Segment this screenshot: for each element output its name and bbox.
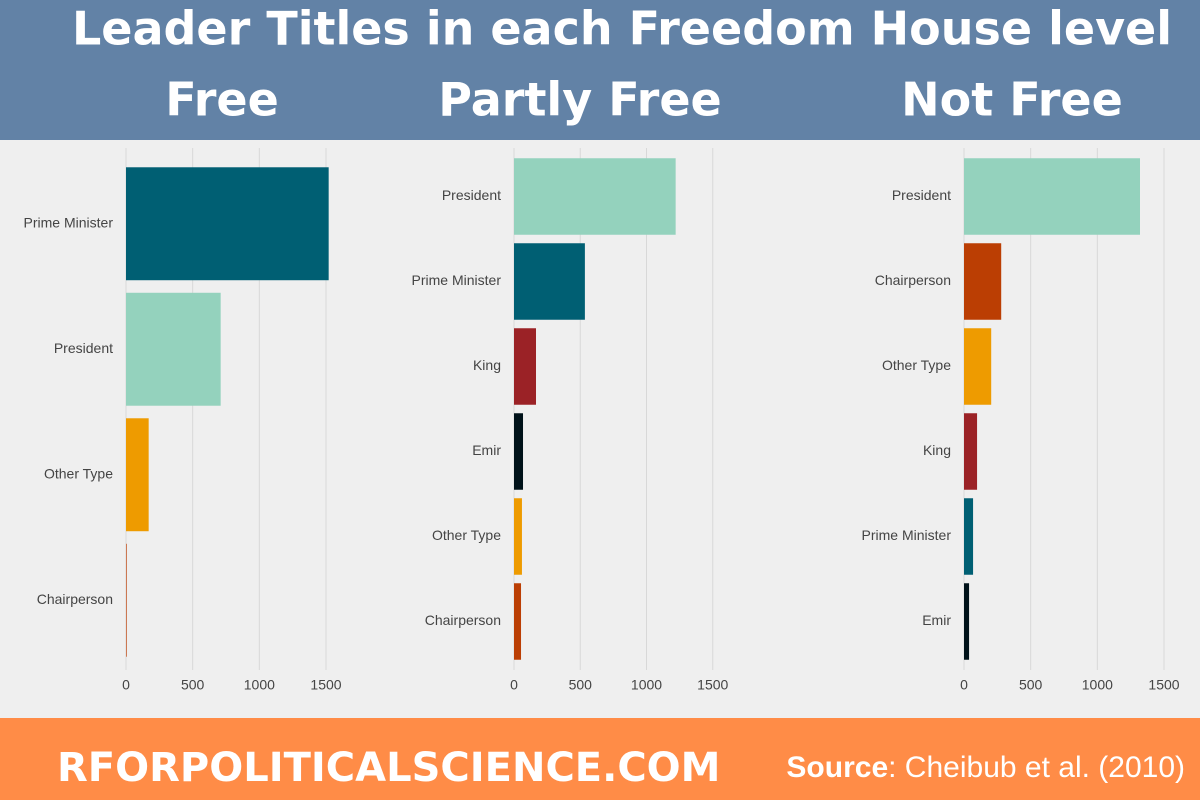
category-label: Other Type [432,527,501,543]
bar [514,498,522,575]
x-tick-label: 500 [181,677,205,693]
category-label: Chairperson [37,591,113,607]
x-tick-label: 500 [1019,677,1043,693]
x-tick-label: 500 [569,677,593,693]
category-label: President [442,187,501,203]
category-label: Other Type [44,465,113,481]
x-tick-label: 0 [510,677,518,693]
page-title: Leader Titles in each Freedom House leve… [72,2,1172,56]
category-label: President [54,340,113,356]
x-tick-label: 1000 [244,677,275,693]
x-tick-label: 0 [122,677,130,693]
source-text: : Cheibub et al. (2010) [888,751,1185,784]
x-tick-label: 0 [960,677,968,693]
bar [964,413,978,490]
category-label: Emir [472,442,501,458]
x-tick-label: 1000 [631,677,662,693]
bar [964,243,1002,320]
bar [964,498,974,575]
category-label: King [923,442,951,458]
category-label: Prime Minister [862,527,952,543]
category-label: Chairperson [875,272,951,288]
x-tick-label: 1000 [1082,677,1113,693]
bar [514,158,676,235]
category-label: President [892,187,951,203]
bar [126,543,127,657]
bar [964,583,970,660]
x-tick-label: 1500 [1148,677,1179,693]
category-label: Chairperson [425,612,501,628]
panel-title: Not Free [901,73,1123,127]
bar [514,328,536,405]
category-label: Prime Minister [412,272,502,288]
source-label: Source [786,751,888,784]
bar [964,328,992,405]
bar [514,243,585,320]
source: Source: Cheibub et al. (2010) [786,751,1185,784]
category-label: Emir [922,612,951,628]
category-label: Prime Minister [24,214,114,230]
category-label: King [473,357,501,373]
panel-title: Free [165,73,279,127]
bar [514,583,522,660]
site-name: RFORPOLITICALSCIENCE.COM [57,745,720,791]
category-label: Other Type [882,357,951,373]
bar [514,413,524,490]
x-tick-label: 1500 [310,677,341,693]
header-band [0,0,1200,140]
bar [126,418,149,532]
x-tick-label: 1500 [697,677,728,693]
bar [964,158,1140,235]
bar [126,292,221,406]
footer-band [0,718,1200,800]
bar [126,167,329,281]
panel-title: Partly Free [438,73,722,127]
